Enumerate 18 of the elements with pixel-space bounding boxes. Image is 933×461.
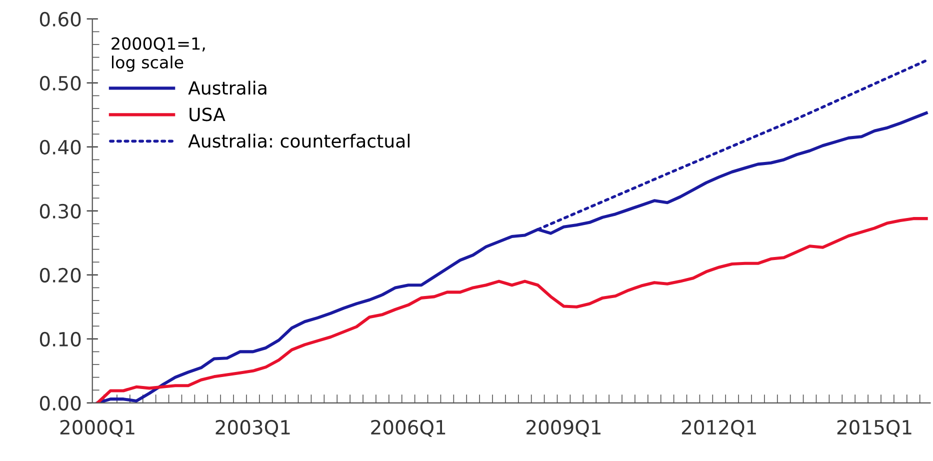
y-tick-label: 0.30 bbox=[40, 204, 81, 219]
legend-label: USA bbox=[190, 108, 226, 122]
y-tick-label: 0.00 bbox=[40, 396, 81, 411]
y-tick-label: 0.40 bbox=[40, 140, 81, 155]
y-tick-label: 0.10 bbox=[40, 332, 81, 347]
y-tick-label: 0.60 bbox=[40, 12, 81, 27]
x-tick-label: 2006Q1 bbox=[371, 420, 446, 437]
legend-title: 2000Q1=1, log scale bbox=[112, 37, 205, 72]
y-tick-label: 0.20 bbox=[40, 268, 81, 283]
x-tick-label: 2015Q1 bbox=[837, 420, 912, 437]
x-tick-label: 2009Q1 bbox=[526, 420, 601, 437]
line-series bbox=[96, 217, 928, 403]
legend-label: Australia bbox=[188, 80, 266, 95]
x-tick-label: 2003Q1 bbox=[216, 420, 290, 437]
legend-label: Australia: counterfactual bbox=[188, 134, 410, 148]
x-tick-label: 2012Q1 bbox=[682, 420, 756, 437]
x-tick-label: 2000Q1 bbox=[60, 420, 134, 437]
y-tick-label: 0.50 bbox=[40, 76, 81, 91]
